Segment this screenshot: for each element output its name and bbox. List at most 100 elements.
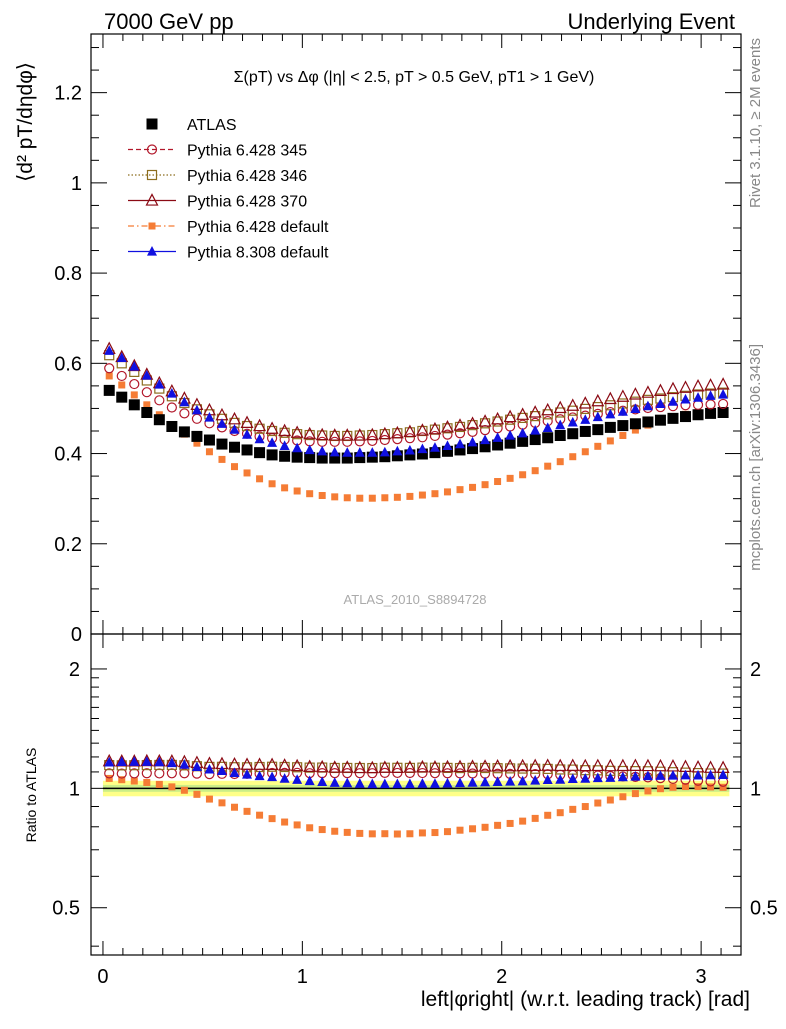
ratio-point-p370	[390, 760, 404, 773]
point-p8def	[517, 427, 528, 438]
point-p6def	[418, 491, 426, 499]
main-y-tick-label: 0.4	[54, 444, 82, 466]
ratio-point-p6def	[281, 818, 289, 826]
ratio-point-p8def	[417, 778, 428, 788]
ratio-y-tick-label: 1	[750, 778, 761, 800]
point-p6def	[143, 401, 151, 409]
ratio-point-p6def	[431, 829, 439, 837]
ratio-point-p8def	[404, 778, 415, 789]
ratio-point-p6def	[556, 809, 564, 817]
legend-label: Pythia 6.428 345	[187, 143, 307, 160]
ratio-y-tick-label: 0.5	[750, 898, 778, 920]
point-p8def	[292, 442, 303, 453]
ratio-point-p370	[240, 757, 254, 770]
point-p6def	[381, 494, 389, 502]
point-p8def	[642, 400, 653, 411]
ratio-point-p6def	[356, 829, 364, 837]
ratio-point-p6def	[218, 799, 226, 807]
ratio-point-p8def	[530, 775, 541, 785]
ratio-point-p345	[317, 768, 328, 779]
point-p6def	[118, 381, 126, 389]
point-p6def	[130, 391, 138, 399]
legend-label: Pythia 6.428 default	[187, 219, 329, 236]
point-p6def	[293, 487, 301, 495]
point-p6def	[506, 474, 514, 482]
ratio-point-p8def	[480, 776, 491, 787]
point-p346	[580, 403, 591, 414]
point-p345	[404, 433, 415, 444]
ratio-point-p8def	[517, 775, 528, 786]
ratio-point-p6def	[719, 783, 727, 791]
point-p6def	[318, 492, 326, 500]
ratio-point-p345	[429, 768, 441, 779]
ratio-point-p8def	[392, 778, 403, 789]
point-atlas	[366, 451, 378, 463]
ratio-point-p8def	[229, 767, 240, 777]
point-atlas	[654, 414, 666, 426]
ratio-point-p8def	[304, 775, 315, 786]
point-p8def	[442, 440, 453, 451]
ratio-point-p345	[129, 768, 140, 779]
ratio-point-p6def	[443, 828, 451, 836]
point-atlas	[216, 438, 228, 450]
point-atlas	[705, 407, 717, 419]
ratio-point-p6def	[631, 790, 639, 798]
point-p8def	[279, 440, 290, 451]
point-atlas	[341, 452, 353, 464]
point-p345	[116, 370, 127, 382]
ratio-point-p6def	[481, 823, 489, 831]
point-p345	[191, 413, 203, 424]
ratio-point-p346	[467, 762, 478, 773]
point-atlas	[229, 441, 241, 453]
legend-marker-p345	[146, 144, 158, 155]
ratio-point-p8def	[617, 771, 628, 782]
ratio-point-p345	[154, 768, 165, 779]
point-p8def	[592, 411, 603, 422]
main-y-tick-label: 1	[71, 173, 82, 195]
point-p8def	[317, 445, 328, 456]
ratio-point-p6def	[594, 799, 602, 807]
point-p6def	[256, 475, 264, 483]
ratio-point-p8def	[354, 778, 365, 788]
point-p8def	[367, 447, 378, 457]
ratio-point-p345	[417, 767, 428, 779]
point-atlas	[680, 411, 692, 423]
point-p6def	[519, 471, 527, 479]
point-p370	[566, 398, 580, 411]
ratio-point-p370	[516, 758, 530, 772]
point-p8def	[455, 438, 466, 449]
point-atlas	[479, 441, 491, 453]
point-p370	[578, 396, 592, 409]
ratio-point-p8def	[317, 776, 328, 786]
point-p370	[628, 387, 642, 400]
point-p8def	[718, 388, 729, 399]
ratio-point-p6def	[531, 814, 539, 822]
point-p6def	[619, 432, 627, 440]
ratio-point-p6def	[155, 780, 163, 788]
point-p8def	[480, 434, 491, 445]
point-p6def	[631, 426, 639, 434]
point-p8def	[630, 403, 641, 414]
ratio-point-p8def	[630, 771, 641, 781]
point-atlas	[266, 449, 278, 461]
point-p345	[317, 436, 328, 447]
ratio-point-p370	[253, 757, 267, 770]
point-p345	[104, 363, 115, 374]
ratio-point-p8def	[655, 770, 666, 780]
point-atlas	[203, 434, 215, 446]
point-atlas	[717, 406, 729, 418]
point-atlas	[279, 450, 291, 462]
ratio-point-p8def	[693, 769, 704, 780]
point-atlas	[429, 447, 441, 459]
point-atlas	[166, 420, 178, 432]
point-p6def	[218, 455, 226, 463]
plot-title: Σ(pT) vs Δφ (|η| < 2.5, pT > 0.5 GeV, pT…	[234, 69, 595, 86]
legend-marker-p370	[145, 193, 159, 206]
point-p6def	[581, 448, 589, 456]
point-atlas	[254, 447, 266, 459]
point-p8def	[580, 414, 591, 424]
point-atlas	[441, 445, 453, 457]
ratio-point-p8def	[267, 771, 278, 782]
point-p8def	[304, 444, 315, 455]
x-axis-label: left|φright| (w.r.t. leading track) [rad…	[421, 988, 750, 1011]
